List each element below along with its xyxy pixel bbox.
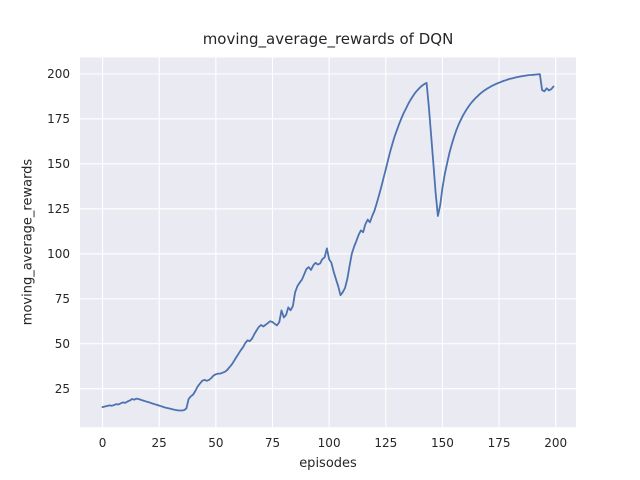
x-tick-label: 50 [208, 436, 224, 450]
y-tick-label: 125 [47, 201, 70, 216]
x-tick-label: 75 [264, 436, 281, 450]
reward-line [101, 73, 555, 412]
x-tick-label: 200 [544, 436, 568, 450]
chart-title: moving_average_rewards of DQN [202, 30, 454, 48]
x-tick-label: 0 [98, 436, 107, 450]
x-tick-label: 100 [317, 436, 341, 450]
y-tick-label: 25 [54, 381, 70, 396]
y-tick-label: 175 [47, 111, 70, 126]
y-tick-label: 50 [54, 336, 70, 351]
x-tick-label: 125 [374, 436, 398, 450]
y-tick-label: 75 [54, 291, 70, 306]
x-tick-label: 25 [151, 436, 167, 450]
plot-area [80, 57, 576, 428]
x-axis-label: episodes [299, 456, 357, 471]
x-tick-label: 150 [430, 436, 454, 450]
y-tick-label: 150 [47, 156, 70, 171]
y-tick-label: 100 [47, 246, 70, 261]
y-tick-label: 200 [47, 66, 70, 81]
x-tick-label: 175 [487, 436, 511, 450]
